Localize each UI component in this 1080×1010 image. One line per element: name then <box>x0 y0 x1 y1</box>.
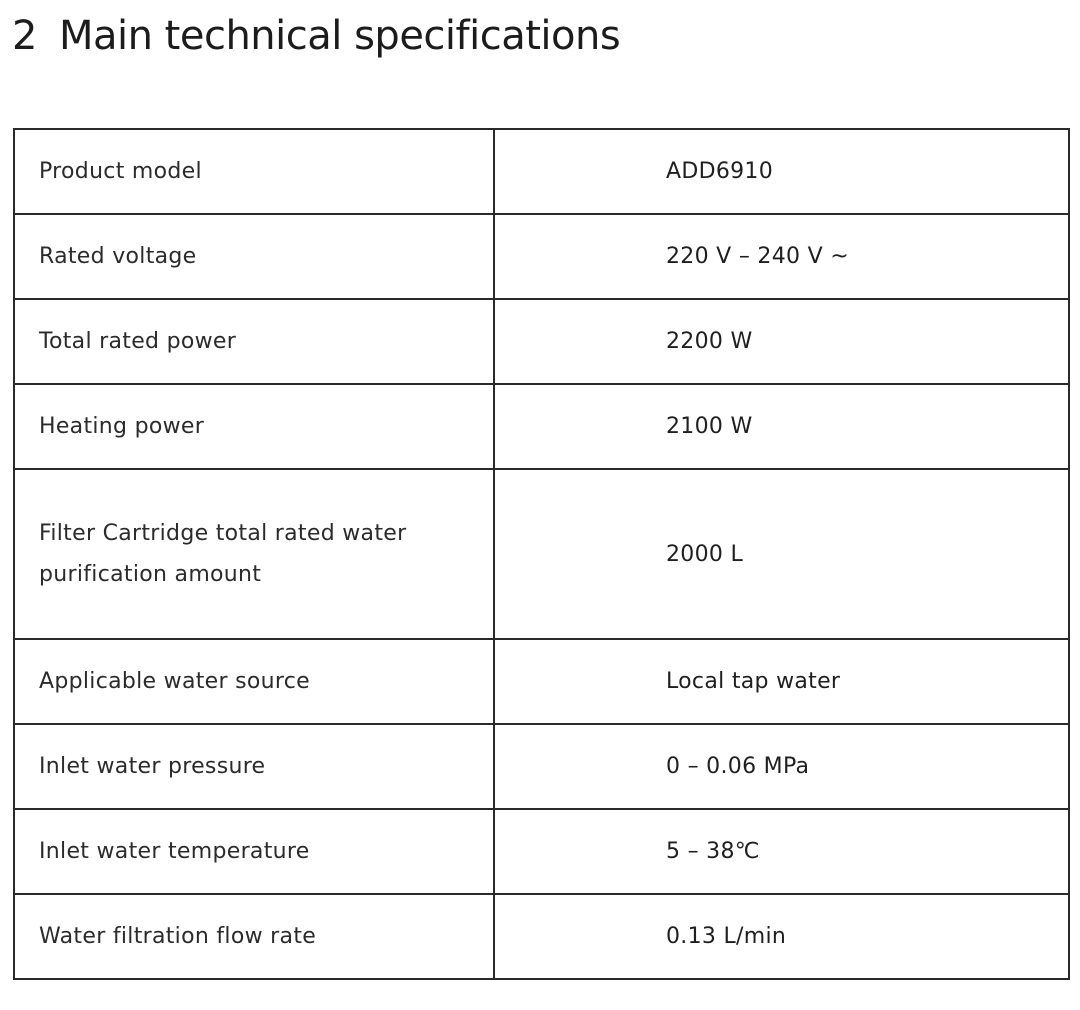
spec-label: Inlet water pressure <box>13 723 495 810</box>
specifications-table: Product model ADD6910 Rated voltage 220 … <box>13 128 1070 980</box>
section-heading: 2 Main technical specifications <box>12 10 621 62</box>
table-row: Inlet water pressure 0 – 0.06 MPa <box>13 723 1070 810</box>
spec-value: 0 – 0.06 MPa <box>493 723 1070 810</box>
spec-label: Water filtration flow rate <box>13 893 495 980</box>
table-row: Total rated power 2200 W <box>13 298 1070 385</box>
spec-value: 2100 W <box>493 383 1070 470</box>
spec-label: Heating power <box>13 383 495 470</box>
table-row: Filter Cartridge total rated water purif… <box>13 468 1070 640</box>
table-row: Inlet water temperature 5 – 38℃ <box>13 808 1070 895</box>
spec-value: Local tap water <box>493 638 1070 725</box>
section-title: Main technical specifications <box>58 13 621 59</box>
table-row: Water filtration flow rate 0.13 L/min <box>13 893 1070 980</box>
table-row: Product model ADD6910 <box>13 128 1070 215</box>
section-number: 2 <box>12 13 37 59</box>
table-row: Applicable water source Local tap water <box>13 638 1070 725</box>
table-row: Heating power 2100 W <box>13 383 1070 470</box>
spec-value: 220 V – 240 V ~ <box>493 213 1070 300</box>
spec-value: ADD6910 <box>493 128 1070 215</box>
spec-label: Filter Cartridge total rated water purif… <box>13 468 495 640</box>
spec-label: Rated voltage <box>13 213 495 300</box>
spec-value: 5 – 38℃ <box>493 808 1070 895</box>
spec-label: Product model <box>13 128 495 215</box>
spec-label-text: Filter Cartridge total rated water purif… <box>39 521 407 587</box>
spec-value: 0.13 L/min <box>493 893 1070 980</box>
spec-label: Total rated power <box>13 298 495 385</box>
table-row: Rated voltage 220 V – 240 V ~ <box>13 213 1070 300</box>
spec-label: Applicable water source <box>13 638 495 725</box>
spec-value: 2000 L <box>493 468 1070 640</box>
spec-value: 2200 W <box>493 298 1070 385</box>
spec-label: Inlet water temperature <box>13 808 495 895</box>
